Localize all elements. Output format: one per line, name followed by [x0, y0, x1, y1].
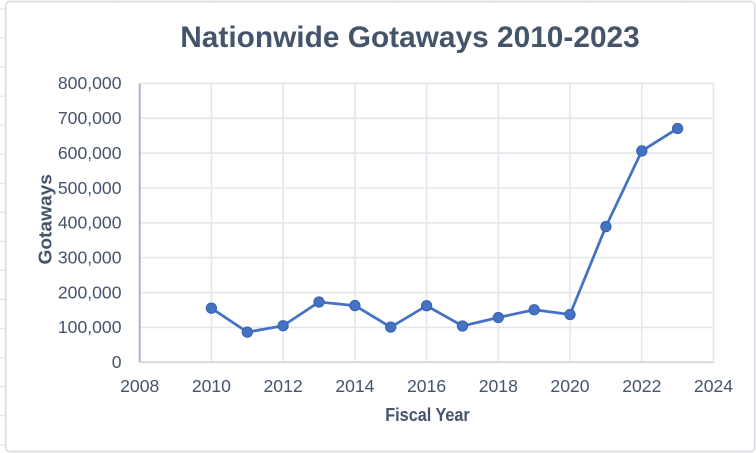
- svg-text:2016: 2016: [407, 376, 446, 396]
- svg-text:2020: 2020: [550, 376, 589, 396]
- svg-text:200,000: 200,000: [58, 282, 122, 302]
- svg-text:2014: 2014: [335, 376, 374, 396]
- svg-text:Gotaways: Gotaways: [36, 174, 56, 265]
- svg-text:300,000: 300,000: [58, 247, 122, 267]
- svg-text:Fiscal Year: Fiscal Year: [385, 405, 470, 425]
- svg-text:100,000: 100,000: [58, 317, 122, 337]
- svg-text:2022: 2022: [622, 376, 661, 396]
- svg-text:0: 0: [112, 352, 122, 372]
- svg-text:2024: 2024: [694, 376, 733, 396]
- svg-text:700,000: 700,000: [58, 108, 122, 128]
- svg-text:Nationwide Gotaways 2010-2023: Nationwide Gotaways 2010-2023: [180, 21, 640, 54]
- svg-text:2018: 2018: [479, 376, 518, 396]
- svg-text:500,000: 500,000: [58, 178, 122, 198]
- svg-text:2012: 2012: [264, 376, 303, 396]
- svg-text:600,000: 600,000: [58, 143, 122, 163]
- svg-text:2010: 2010: [192, 376, 231, 396]
- svg-text:2008: 2008: [120, 376, 159, 396]
- svg-text:800,000: 800,000: [58, 73, 122, 93]
- svg-text:400,000: 400,000: [58, 213, 122, 233]
